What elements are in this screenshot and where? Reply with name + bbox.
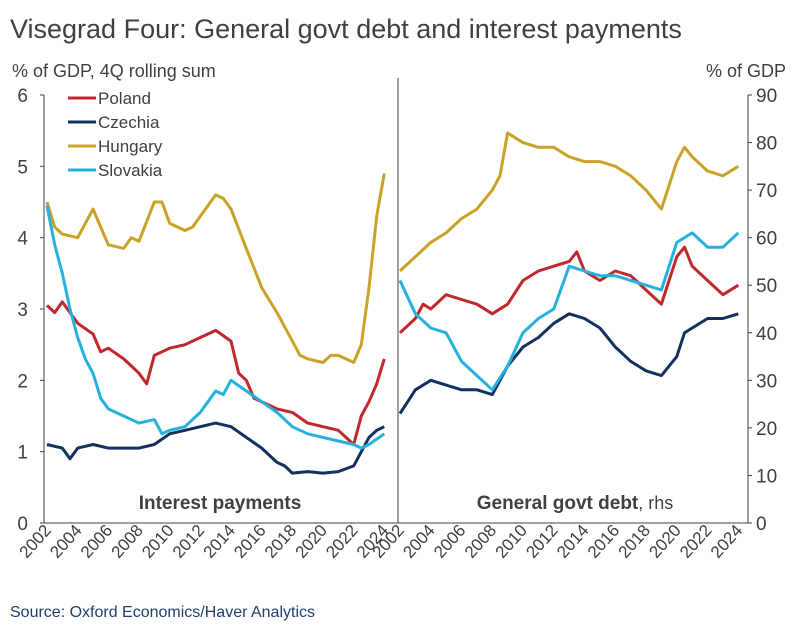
left-y-tick-label: 4: [17, 229, 28, 250]
right-y-tick-label: 70: [756, 181, 777, 202]
left-x-tick-label: 2016: [230, 521, 269, 562]
left-y-tick-label: 0: [17, 514, 28, 535]
left-y-tick-label: 2: [17, 371, 28, 392]
left-series-poland: [45, 300, 386, 446]
right-y-tick-label: 30: [756, 371, 777, 392]
left-y-tick-label: 6: [17, 86, 28, 107]
right-y-tick-label: 0: [756, 514, 767, 535]
legend-label-czechia: Czechia: [98, 113, 160, 132]
left-x-tick-label: 2004: [46, 521, 85, 562]
left-x-tick-label: 2008: [108, 521, 147, 562]
left-series-czechia: [46, 421, 385, 475]
right-panel-label-suffix: , rhs: [638, 493, 673, 513]
left-x-tick-label: 2022: [322, 521, 361, 562]
left-x-tick-labels: 2002200420062008201020122014201620182020…: [16, 521, 393, 562]
left-panel-series: [45, 173, 386, 475]
left-x-tick-label: 2010: [138, 521, 177, 562]
right-y-axis-label: % of GDP: [706, 61, 786, 81]
right-y-tick-label: 60: [756, 229, 777, 250]
right-x-tick-labels: 2002200420062008201020122014201620182020…: [369, 521, 747, 562]
right-x-tick-label: 2010: [492, 521, 531, 562]
right-x-tick-label: 2004: [399, 521, 438, 562]
right-series-poland: [398, 245, 740, 334]
left-y-tick-label: 3: [17, 300, 28, 321]
left-panel-label: Interest payments: [139, 493, 302, 514]
right-x-tick-label: 2018: [615, 521, 654, 562]
right-y-tick-label: 40: [756, 324, 777, 345]
right-panel-label-main: General govt debt: [477, 493, 639, 514]
right-y-tick-label: 10: [756, 466, 777, 487]
left-y-tick-labels: 0 1 2 3 4 5 6: [17, 86, 44, 535]
chart-canvas: % of GDP, 4Q rolling sum % of GDP 0 1 2 3 4 5…: [12, 61, 786, 562]
right-x-tick-label: 2020: [645, 521, 684, 562]
left-x-tick-label: 2020: [292, 521, 331, 562]
left-x-tick-label: 2006: [77, 521, 116, 562]
right-x-tick-label: 2006: [430, 521, 469, 562]
right-panel-series: [398, 131, 740, 415]
legend-label-poland: Poland: [98, 89, 151, 108]
right-x-tick-label: 2008: [461, 521, 500, 562]
right-x-tick-label: 2022: [676, 521, 715, 562]
right-y-tick-label: 50: [756, 276, 777, 297]
left-series-hungary: [45, 173, 386, 364]
right-y-tick-label: 90: [756, 86, 777, 107]
right-x-tick-label: 2024: [707, 521, 746, 562]
left-x-tick-label: 2012: [169, 521, 208, 562]
right-series-slovakia: [398, 231, 740, 392]
left-y-axis-label: % of GDP, 4Q rolling sum: [12, 61, 216, 81]
left-x-tick-label: 2018: [261, 521, 300, 562]
legend-label-hungary: Hungary: [98, 137, 163, 156]
right-y-tick-label: 20: [756, 419, 777, 440]
chart-title: Visegrad Four: General govt debt and int…: [10, 14, 682, 44]
right-y-tick-labels: 0 10 20 30 40 50 60 70 80 90: [748, 86, 777, 535]
legend-label-slovakia: Slovakia: [98, 161, 163, 180]
left-y-tick-label: 5: [17, 157, 28, 178]
source-note: Source: Oxford Economics/Haver Analytics: [10, 604, 316, 621]
right-x-tick-label: 2014: [553, 521, 592, 562]
left-series-slovakia: [45, 205, 386, 450]
right-x-tick-label: 2016: [584, 521, 623, 562]
legend: Poland Czechia Hungary Slovakia: [68, 89, 163, 180]
left-y-tick-label: 1: [17, 443, 28, 464]
right-y-tick-label: 80: [756, 134, 777, 155]
right-series-hungary: [398, 131, 740, 273]
right-panel-label: General govt debt, rhs: [477, 493, 674, 514]
right-series-czechia: [398, 312, 739, 415]
right-x-tick-label: 2012: [522, 521, 561, 562]
left-x-tick-label: 2014: [200, 521, 239, 562]
